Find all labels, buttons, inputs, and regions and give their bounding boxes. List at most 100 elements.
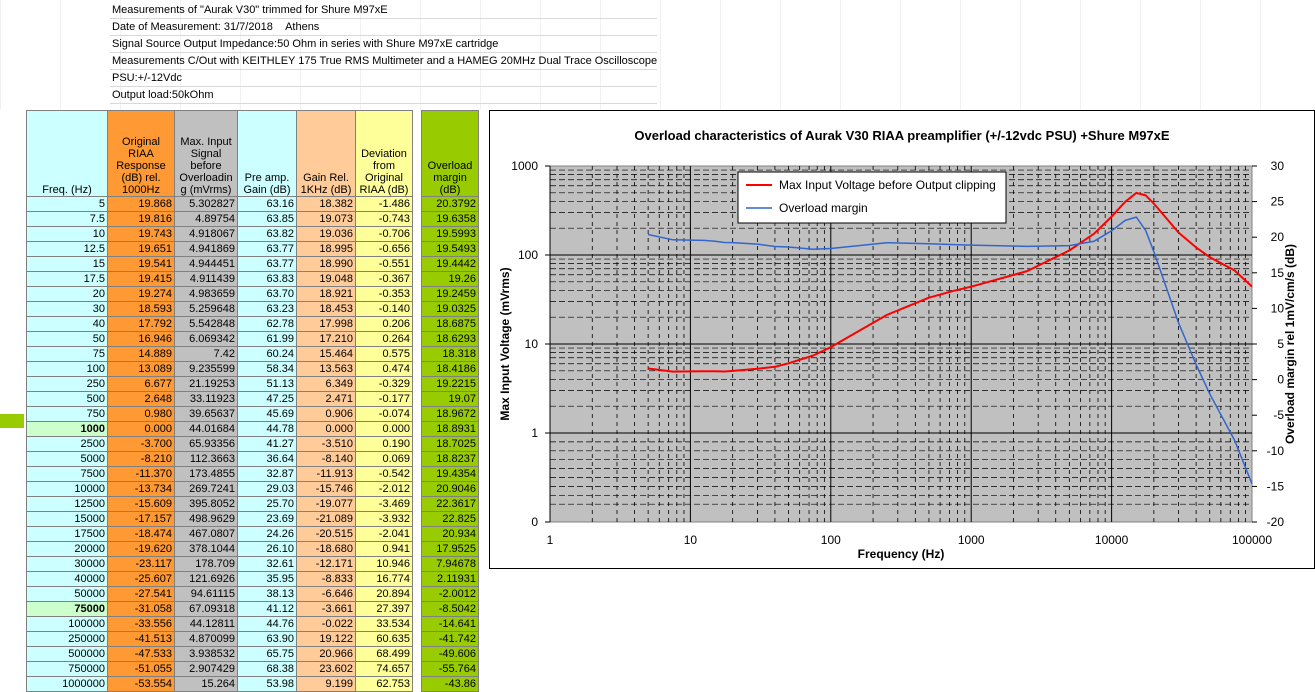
table-cell[interactable]: 17.792 [107,316,175,332]
table-cell[interactable]: 63.83 [237,271,297,287]
table-cell[interactable]: -0.542 [355,466,413,482]
table-cell[interactable]: 19.651 [107,241,175,257]
table-cell[interactable]: -23.117 [107,556,175,572]
table-cell[interactable]: 35.95 [237,571,297,587]
table-cell[interactable]: -11.913 [296,466,356,482]
table-cell[interactable]: 20.3792 [421,196,479,212]
table-cell[interactable]: 19.5493 [421,241,479,257]
header-max-input[interactable]: Max. Input Signal before Overloadin g (m… [174,110,238,197]
table-cell[interactable]: 15000 [26,511,108,527]
header-overload-margin[interactable]: Overload margin (dB) [421,110,479,197]
table-cell[interactable]: -8.210 [107,451,175,467]
table-cell[interactable]: -8.140 [296,451,356,467]
table-cell[interactable]: 41.27 [237,436,297,452]
table-cell[interactable]: -12.171 [296,556,356,572]
table-cell[interactable]: 14.889 [107,346,175,362]
table-cell[interactable]: 21.19253 [174,376,238,392]
table-cell[interactable]: 2500 [26,436,108,452]
table-cell[interactable]: 6.349 [296,376,356,392]
table-cell[interactable]: 15.264 [174,676,238,692]
table-cell[interactable]: -18.680 [296,541,356,557]
table-cell[interactable]: 19.4354 [421,466,479,482]
table-cell[interactable]: 7.5 [26,211,108,227]
table-cell[interactable]: 19.07 [421,391,479,407]
table-cell[interactable]: 10 [26,226,108,242]
table-cell[interactable]: 45.69 [237,406,297,422]
table-cell[interactable]: 0.069 [355,451,413,467]
table-cell[interactable]: 63.23 [237,301,297,317]
table-cell[interactable]: 4.983659 [174,286,238,302]
table-cell[interactable]: -43.86 [421,676,479,692]
table-cell[interactable]: -0.551 [355,256,413,272]
table-cell[interactable]: 63.70 [237,286,297,302]
table-cell[interactable]: 74.657 [355,661,413,677]
table-cell[interactable]: 50 [26,331,108,347]
table-cell[interactable]: -2.041 [355,526,413,542]
table-cell[interactable]: 100000 [26,616,108,632]
table-cell[interactable]: -8.833 [296,571,356,587]
table-cell[interactable]: 30 [26,301,108,317]
table-cell[interactable]: 1000 [26,421,108,437]
table-cell[interactable]: 100 [26,361,108,377]
table-cell[interactable]: 0.474 [355,361,413,377]
table-cell[interactable]: 18.4186 [421,361,479,377]
table-cell[interactable]: -0.329 [355,376,413,392]
table-cell[interactable]: 3.938532 [174,646,238,662]
table-cell[interactable]: 4.870099 [174,631,238,647]
table-cell[interactable]: 65.93356 [174,436,238,452]
table-cell[interactable]: 750 [26,406,108,422]
table-cell[interactable]: 2.907429 [174,661,238,677]
table-cell[interactable]: -33.556 [107,616,175,632]
table-cell[interactable]: -3.469 [355,496,413,512]
table-cell[interactable]: 7.94678 [421,556,479,572]
table-cell[interactable]: -3.661 [296,601,356,617]
table-cell[interactable]: 20.894 [355,586,413,602]
table-cell[interactable]: 19.073 [296,211,356,227]
table-cell[interactable]: 60.24 [237,346,297,362]
table-cell[interactable]: 19.048 [296,271,356,287]
table-cell[interactable]: -41.742 [421,631,479,647]
info-date[interactable]: Date of Measurement: 31/7/2018 Athens [110,19,658,36]
table-cell[interactable]: 19.2459 [421,286,479,302]
table-cell[interactable]: -0.074 [355,406,413,422]
table-cell[interactable]: 2.648 [107,391,175,407]
table-cell[interactable]: 4.944451 [174,256,238,272]
table-cell[interactable]: 20.966 [296,646,356,662]
table-cell[interactable]: 18.995 [296,241,356,257]
table-cell[interactable]: 94.61115 [174,586,238,602]
table-cell[interactable]: 18.9672 [421,406,479,422]
table-cell[interactable]: 18.318 [421,346,479,362]
info-psu[interactable]: PSU:+/-12Vdc [110,70,658,87]
table-cell[interactable]: 500000 [26,646,108,662]
table-cell[interactable]: 17500 [26,526,108,542]
table-cell[interactable]: 9.199 [296,676,356,692]
table-cell[interactable]: 23.69 [237,511,297,527]
table-cell[interactable]: 62.753 [355,676,413,692]
table-cell[interactable]: 19.122 [296,631,356,647]
table-cell[interactable]: 12500 [26,496,108,512]
table-cell[interactable]: 0.906 [296,406,356,422]
table-cell[interactable]: 63.16 [237,196,297,212]
table-cell[interactable]: 19.4442 [421,256,479,272]
table-cell[interactable]: 19.6358 [421,211,479,227]
table-cell[interactable]: 2.471 [296,391,356,407]
table-cell[interactable]: 36.64 [237,451,297,467]
table-cell[interactable]: -13.734 [107,481,175,497]
table-cell[interactable]: 13.563 [296,361,356,377]
table-cell[interactable]: 44.01684 [174,421,238,437]
table-cell[interactable]: -20.515 [296,526,356,542]
table-cell[interactable]: 20.9046 [421,481,479,497]
table-cell[interactable]: 39.65637 [174,406,238,422]
table-cell[interactable]: 15.464 [296,346,356,362]
table-cell[interactable]: 0.206 [355,316,413,332]
table-cell[interactable]: 44.76 [237,616,297,632]
table-cell[interactable]: 5000 [26,451,108,467]
table-cell[interactable]: 44.12811 [174,616,238,632]
table-cell[interactable]: -11.370 [107,466,175,482]
table-cell[interactable]: 0.575 [355,346,413,362]
table-cell[interactable]: -49.606 [421,646,479,662]
table-cell[interactable]: -31.058 [107,601,175,617]
table-cell[interactable]: 26.10 [237,541,297,557]
table-cell[interactable]: -21.089 [296,511,356,527]
table-cell[interactable]: 10.946 [355,556,413,572]
